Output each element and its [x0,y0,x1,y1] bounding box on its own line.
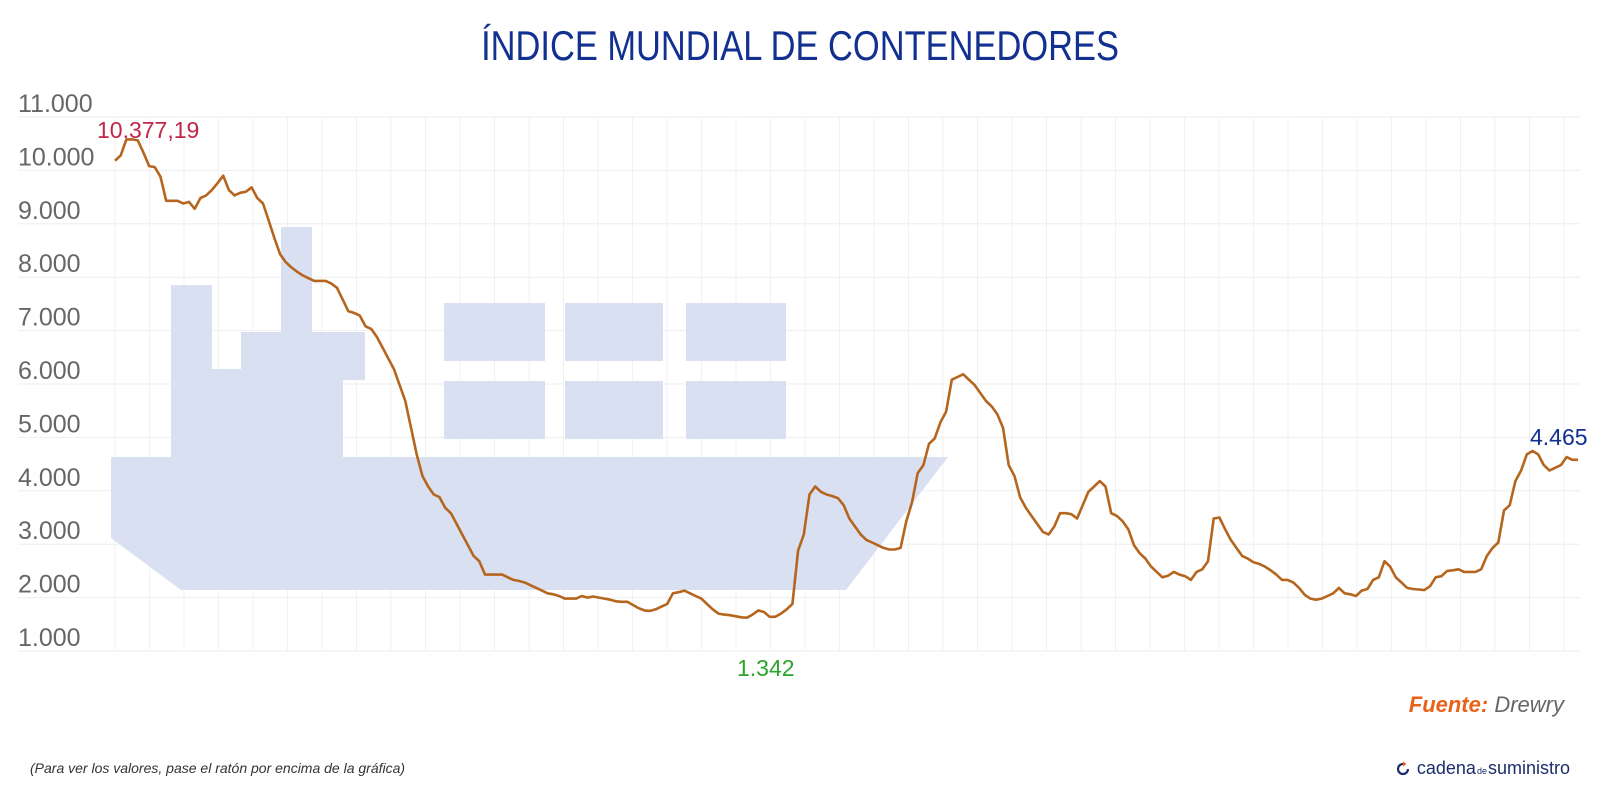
y-tick-label: 2.000 [18,571,81,599]
source-label: Fuente: [1408,692,1489,717]
y-tick-label: 11.000 [18,90,93,118]
y-axis: 1.000 2.000 3.000 4.000 5.000 6.000 7.000 8.000… [18,90,94,652]
y-tick-label: 1.000 [18,624,81,652]
min-value-label: 1.342 [737,655,795,681]
ship-container [565,303,663,361]
logo-text-2: de [1476,766,1487,776]
y-tick-label: 5.000 [18,410,81,438]
y-tick-label: 6.000 [18,357,81,385]
brand-logo[interactable]: cadena de suministro [1395,758,1570,779]
logo-text-3: suministro [1487,758,1570,778]
ship-container [444,381,545,439]
source-note: Fuente: Drewry [1409,692,1564,718]
ship-container [444,303,545,361]
ship-container [686,381,786,439]
refresh-arrow-icon [1395,761,1411,777]
y-tick-label: 3.000 [18,517,81,545]
ship-hull [111,227,948,590]
y-tick-label: 7.000 [18,304,81,332]
ship-container [565,381,663,439]
max-value-label: 10.377,19 [97,117,199,143]
y-tick-label: 8.000 [18,250,81,278]
ship-illustration [111,227,948,590]
ship-container [686,303,786,361]
last-value-label: 4.465 [1530,424,1588,450]
y-tick-label: 9.000 [18,197,81,225]
series-line[interactable] [114,138,1578,619]
hover-hint: (Para ver los valores, pase el ratón por… [30,760,406,776]
y-tick-label: 10.000 [18,143,94,171]
chart-title: ÍNDICE MUNDIAL DE CONTENEDORES [481,22,1119,69]
logo-text-1: cadena [1416,758,1476,778]
y-tick-label: 4.000 [18,464,81,492]
source-value: Drewry [1494,692,1564,717]
